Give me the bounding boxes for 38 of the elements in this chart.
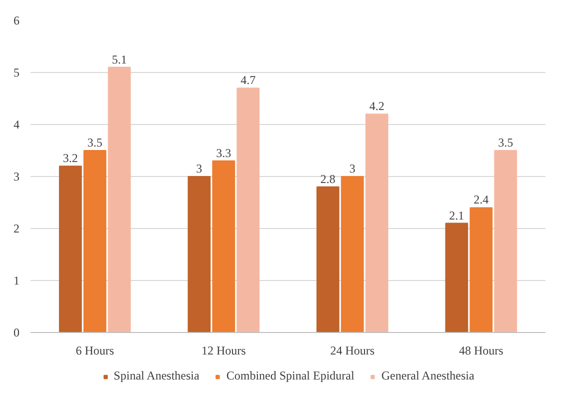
data-label: 4.2 (369, 99, 384, 114)
data-label: 3.2 (62, 151, 78, 166)
bar (58, 166, 82, 332)
data-label: 3.5 (498, 136, 514, 150)
data-label: 2.1 (449, 208, 464, 222)
bar (83, 150, 106, 332)
bar (340, 176, 364, 332)
bar (445, 222, 468, 332)
y-tick-label: 3 (14, 170, 20, 184)
data-label: 3.3 (216, 146, 232, 160)
y-tick-label: 5 (14, 66, 20, 80)
bar (236, 88, 260, 332)
data-label: 5.1 (112, 52, 127, 66)
legend-label: Combined Spinal Epidural (226, 368, 354, 384)
x-tick-label: 24 Hours (330, 344, 375, 358)
data-label: 2.4 (474, 192, 489, 207)
legend-label: General Anesthesia (381, 368, 474, 384)
bar (316, 186, 340, 332)
bar (470, 207, 493, 332)
y-tick-label: 6 (14, 14, 20, 28)
data-label: 4.7 (240, 73, 256, 88)
data-label: 3 (349, 162, 356, 176)
data-label: 3.5 (87, 136, 102, 150)
bar (188, 176, 211, 332)
x-tick-label: 6 Hours (76, 344, 114, 358)
data-label: 2.8 (320, 172, 336, 186)
y-tick-label: 2 (14, 222, 20, 236)
bar (212, 160, 236, 332)
legend-label: Spinal Anesthesia (114, 368, 200, 384)
data-label: 3 (196, 162, 202, 176)
y-tick-label: 0 (14, 326, 20, 340)
y-tick-label: 1 (14, 274, 20, 288)
bar (365, 114, 388, 332)
x-tick-label: 12 Hours (201, 344, 246, 358)
y-tick-label: 4 (14, 118, 20, 132)
bar (494, 150, 518, 332)
x-tick-label: 48 Hours (458, 344, 504, 358)
bar (108, 66, 131, 332)
